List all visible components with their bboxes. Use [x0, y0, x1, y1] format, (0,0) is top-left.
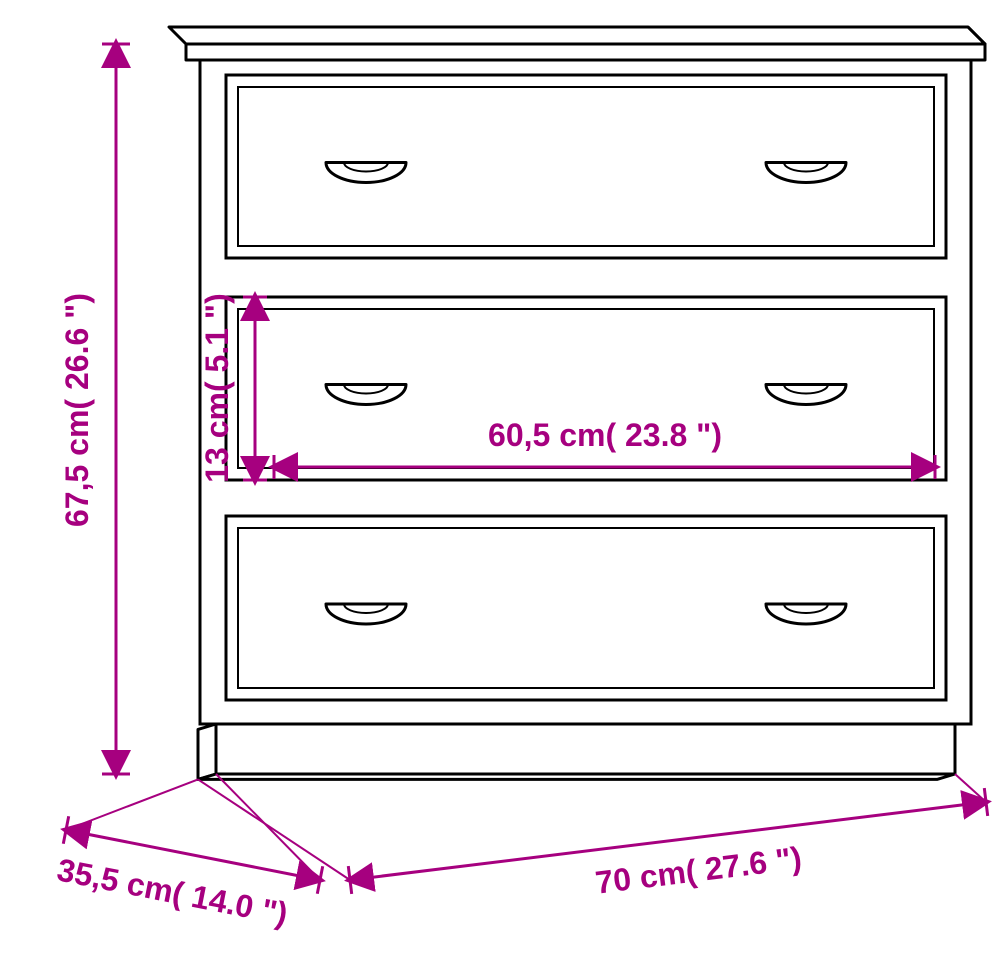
- dimension-diagram: 67,5 cm( 26.6 ") 13 cm( 5.1 ") 60,5 cm( 23…: [0, 0, 1003, 962]
- dresser-body: [200, 60, 971, 724]
- dim-width-label: 70 cm( 27.6 "): [593, 840, 803, 901]
- dim-height-label: 67,5 cm( 26.6 "): [59, 293, 95, 527]
- dim-depth-label: 35,5 cm( 14.0 "): [54, 851, 291, 932]
- dim-drawer-width-label: 60,5 cm( 23.8 "): [488, 417, 722, 453]
- dim-drawer-height-label: 13 cm( 5.1 "): [199, 293, 235, 482]
